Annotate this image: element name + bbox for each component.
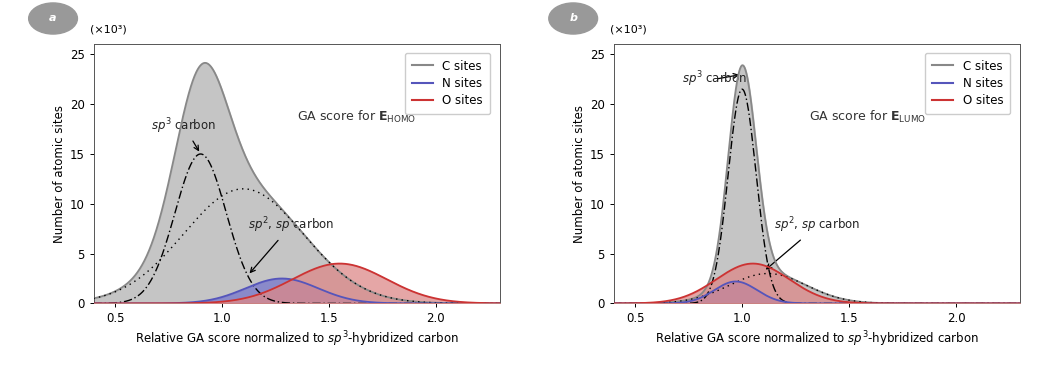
Circle shape <box>29 3 77 34</box>
Circle shape <box>549 3 598 34</box>
X-axis label: Relative GA score normalized to $sp^3$-hybridized carbon: Relative GA score normalized to $sp^3$-h… <box>135 330 459 349</box>
Text: $sp^3$ carbon: $sp^3$ carbon <box>151 116 217 150</box>
Text: (×10³): (×10³) <box>90 24 126 34</box>
Text: $sp^2$, $sp$ carbon: $sp^2$, $sp$ carbon <box>248 216 334 272</box>
Y-axis label: Number of atomic sites: Number of atomic sites <box>53 105 66 243</box>
Text: GA score for $\mathbf{E}_{\mathrm{LUMO}}$: GA score for $\mathbf{E}_{\mathrm{LUMO}}… <box>809 109 925 125</box>
Text: $sp^3$ carbon: $sp^3$ carbon <box>682 70 747 89</box>
Text: $sp^2$, $sp$ carbon: $sp^2$, $sp$ carbon <box>767 216 861 269</box>
Text: GA score for $\mathbf{E}_{\mathrm{HOMO}}$: GA score for $\mathbf{E}_{\mathrm{HOMO}}… <box>297 109 416 125</box>
Y-axis label: Number of atomic sites: Number of atomic sites <box>573 105 586 243</box>
Legend: C sites, N sites, O sites: C sites, N sites, O sites <box>924 53 1010 114</box>
X-axis label: Relative GA score normalized to $sp^3$-hybridized carbon: Relative GA score normalized to $sp^3$-h… <box>655 330 979 349</box>
Text: b: b <box>569 13 577 24</box>
Legend: C sites, N sites, O sites: C sites, N sites, O sites <box>405 53 490 114</box>
Text: (×10³): (×10³) <box>610 24 646 34</box>
Text: a: a <box>49 13 57 24</box>
